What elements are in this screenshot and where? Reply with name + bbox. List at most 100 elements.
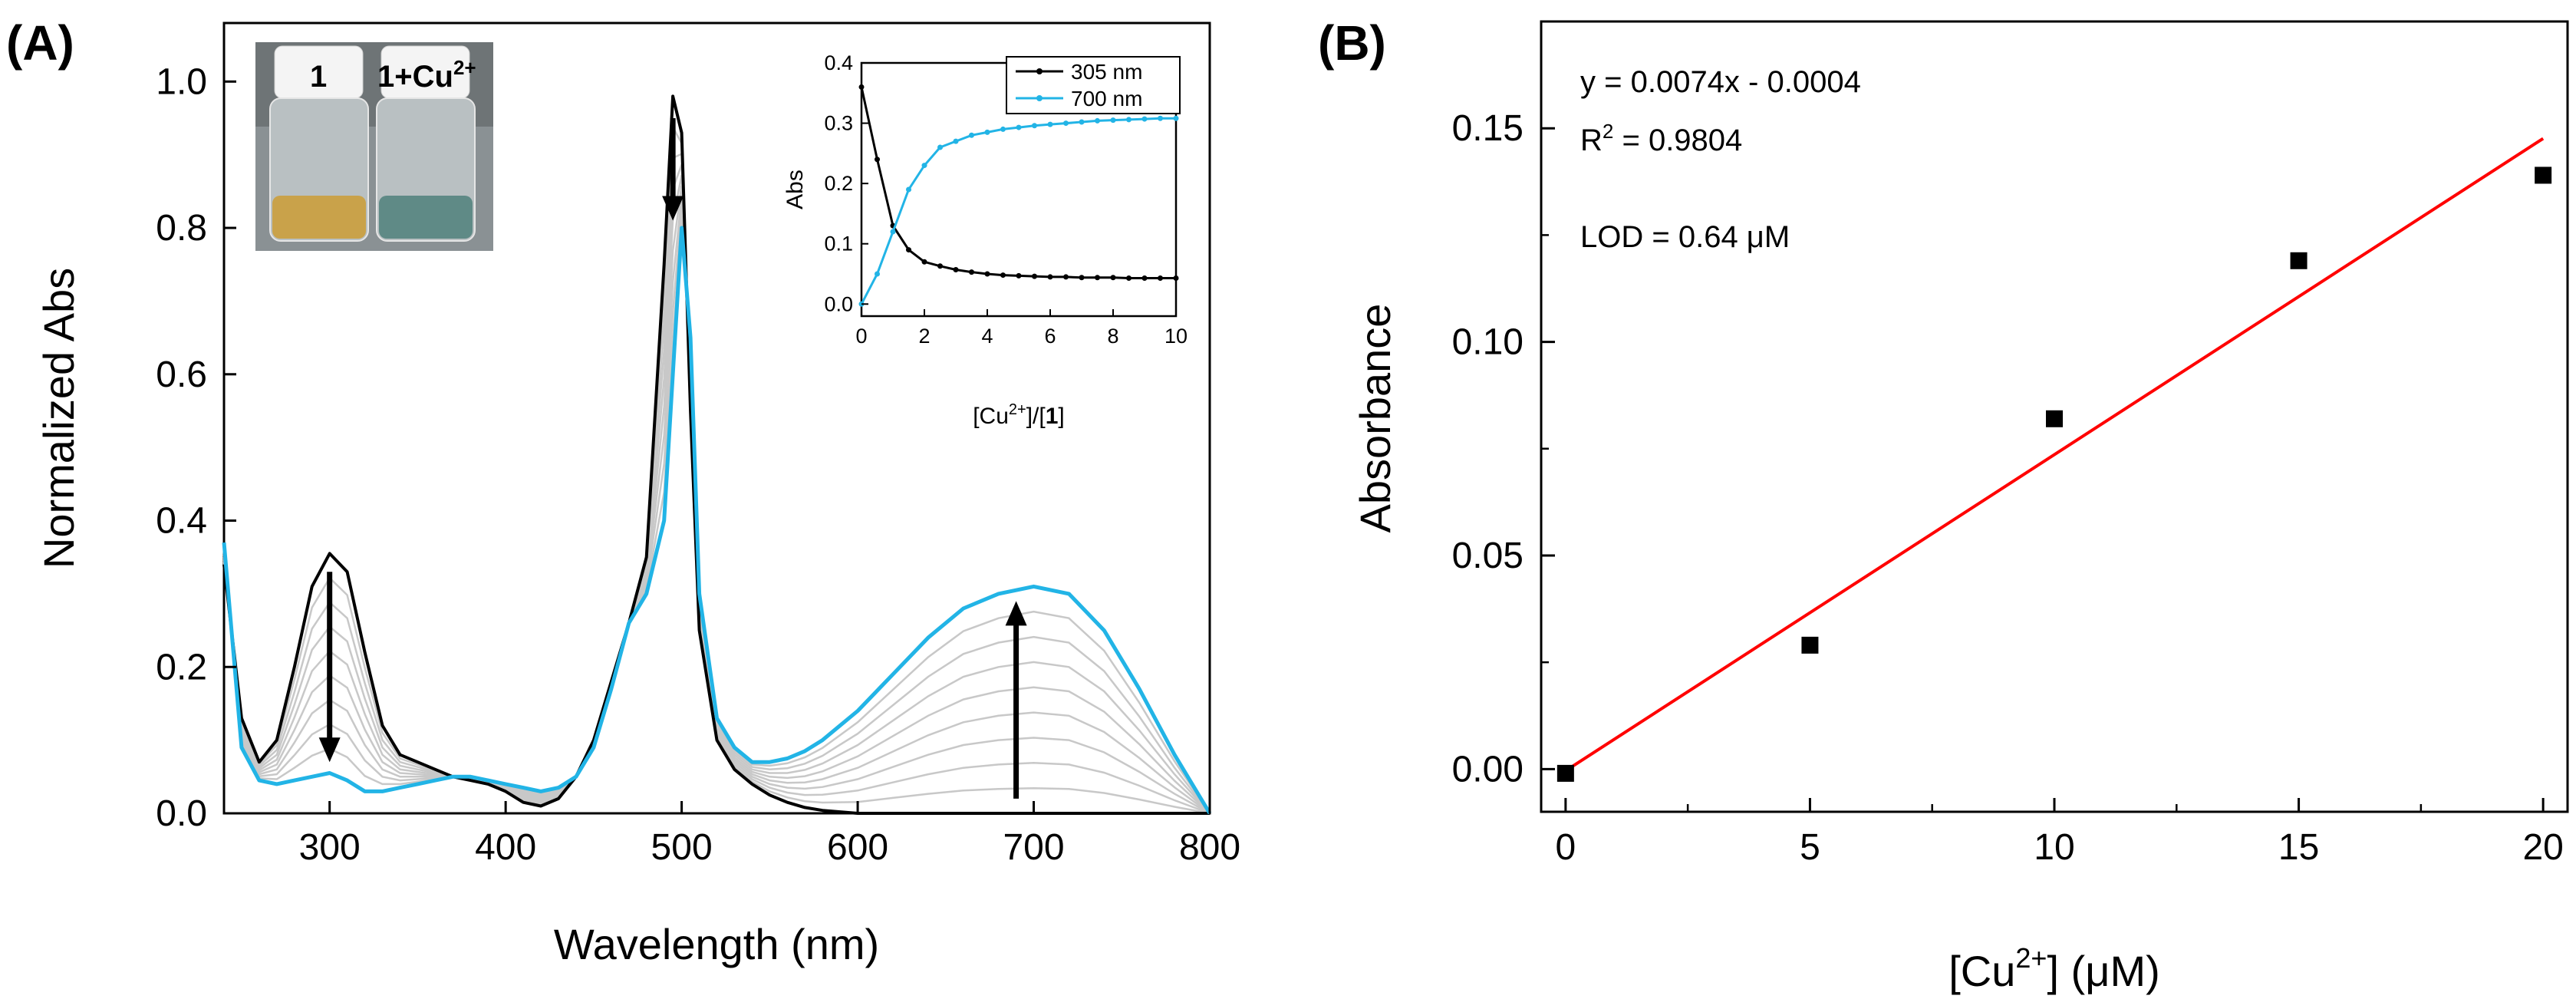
panel-a-frame — [222, 21, 1211, 815]
inset-point — [1016, 272, 1022, 279]
data-point — [2535, 166, 2552, 184]
inset-point — [1063, 120, 1069, 127]
y-tick-label: 0.00 — [1452, 749, 1524, 790]
panel-b-x-ticks: 0 5 10 15 20 — [1556, 798, 2564, 868]
vial-1-liquid — [272, 196, 366, 239]
panel-a-label: (A) — [6, 15, 74, 71]
panel-a-x-title: Wavelength (nm) — [554, 920, 879, 968]
inset-point — [1095, 117, 1100, 124]
panel-a-chart: 300 400 500 600 700 800 0.0 0.2 0.4 0.6 0.8 1.0 Wa… — [35, 21, 1240, 968]
inset-y-title: Abs — [782, 170, 808, 209]
fit-equation: y = 0.0074x - 0.0004 — [1580, 65, 1861, 99]
inset-point — [921, 163, 927, 169]
inset-point — [953, 138, 959, 144]
vial-2-liquid — [379, 196, 473, 239]
y-tick-label: 0.05 — [1452, 536, 1524, 576]
inset-point — [1032, 123, 1037, 129]
inset-point — [1063, 274, 1069, 280]
r-squared: R2 = 0.9804 — [1580, 120, 1742, 157]
trend-arrow-head — [318, 737, 341, 763]
inset-point — [1110, 275, 1116, 281]
inset-point — [1047, 274, 1053, 280]
vial-1-label: 1 — [310, 60, 327, 94]
x-tick-label: 700 — [1003, 827, 1064, 868]
data-points — [1556, 166, 2552, 782]
inset-y-tick-label: 0.3 — [824, 112, 853, 135]
inset-point — [858, 84, 865, 90]
lod-label: LOD = 0.64 μM — [1580, 220, 1790, 254]
inset-point — [1110, 117, 1116, 124]
inset-point — [1079, 119, 1085, 125]
inset-point — [1047, 121, 1053, 127]
y-tick-label: 0.4 — [156, 501, 207, 542]
inset-y-ticks: 0.0 0.1 0.2 0.3 0.4 — [824, 51, 868, 315]
inset-point — [1141, 275, 1148, 281]
inset-x-tick-label: 8 — [1107, 325, 1118, 348]
inset-y-tick-label: 0.2 — [824, 172, 853, 195]
panel-a-y-ticks: 0.0 0.2 0.4 0.6 0.8 1.0 — [156, 61, 236, 834]
inset-chart: 0 2 4 6 8 10 0.0 0.1 0.2 0.3 0.4 [Cu2+]/[1] Abs 3… — [782, 51, 1188, 429]
inset-point — [984, 129, 990, 135]
inset-series — [858, 84, 1179, 307]
inset-y-tick-label: 0.1 — [824, 232, 853, 256]
x-tick-label: 500 — [651, 827, 713, 868]
inset-y-tick-label: 0.4 — [824, 51, 853, 74]
x-tick-label: 400 — [475, 827, 536, 868]
inset-point — [937, 263, 943, 269]
y-tick-label: 0.0 — [156, 793, 207, 834]
inset-legend: 305 nm 700 nm — [1006, 56, 1181, 114]
inset-point — [1158, 275, 1163, 281]
inset-point — [1000, 126, 1006, 132]
panel-a-series — [222, 94, 1212, 815]
panel-b-y-title: Absorbance — [1351, 304, 1399, 533]
trend-arrow-head — [662, 196, 684, 221]
inset-point — [875, 157, 880, 163]
x-tick-label: 5 — [1800, 827, 1820, 868]
y-tick-label: 0.2 — [156, 647, 207, 687]
vials-photo: 1 1+Cu2+ — [255, 42, 493, 251]
inset-point — [1079, 275, 1085, 281]
inset-point — [1158, 115, 1163, 121]
fit-line — [1564, 137, 2545, 773]
inset-point — [969, 269, 974, 275]
panel-a-arrows — [318, 117, 1027, 799]
inset-point — [969, 132, 974, 138]
legend-700nm-label: 700 nm — [1071, 87, 1142, 110]
x-tick-label: 600 — [827, 827, 888, 868]
inset-point — [906, 247, 911, 253]
panel-b-chart: 0 5 10 15 20 0.00 0.05 0.10 0.15 y = 0.0074x - … — [1351, 20, 2569, 995]
inset-point — [1173, 275, 1179, 281]
trend-arrow-head — [1005, 601, 1027, 626]
series-cu-complex — [222, 226, 1212, 815]
panel-b-x-title: [Cu2+] (μM) — [1948, 942, 2160, 995]
legend-305nm-label: 305 nm — [1071, 60, 1142, 84]
x-tick-label: 300 — [299, 827, 361, 868]
inset-x-tick-label: 4 — [981, 325, 993, 348]
data-point — [2290, 252, 2308, 269]
data-point — [1556, 764, 1574, 782]
inset-point — [890, 229, 896, 235]
inset-point — [1173, 115, 1179, 121]
inset-point — [937, 144, 943, 150]
inset-x-tick-label: 2 — [918, 325, 930, 348]
inset-point — [875, 271, 880, 277]
x-tick-label: 0 — [1556, 827, 1576, 868]
legend-700nm-marker — [1036, 95, 1043, 101]
y-tick-label: 0.10 — [1452, 322, 1524, 363]
inset-legend-box — [1006, 56, 1181, 114]
inset-point — [1141, 116, 1148, 122]
x-tick-label: 10 — [2034, 827, 2074, 868]
y-tick-label: 0.8 — [156, 208, 207, 249]
data-point — [1801, 636, 1819, 654]
panel-b-label: (B) — [1318, 15, 1386, 71]
panel-a-y-title: Normalized Abs — [35, 268, 83, 569]
inset-y-tick-label: 0.0 — [824, 292, 853, 315]
panel-a-x-ticks: 300 400 500 600 700 800 — [299, 801, 1240, 868]
inset-point — [953, 267, 959, 272]
inset-point — [1000, 272, 1006, 279]
x-tick-label: 20 — [2522, 827, 2563, 868]
inset-point — [1095, 275, 1100, 281]
y-tick-label: 1.0 — [156, 61, 207, 102]
inset-point — [906, 186, 911, 193]
